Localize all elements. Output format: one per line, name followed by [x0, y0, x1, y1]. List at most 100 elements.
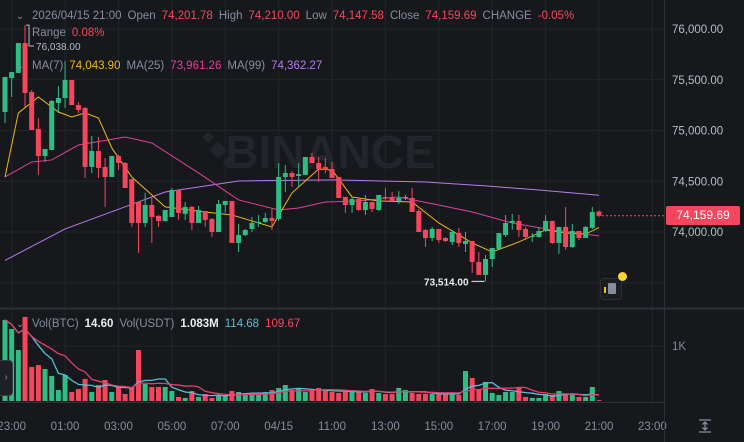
candle-up — [15, 43, 21, 73]
price-tick-label: 76,000.00 — [672, 24, 723, 36]
candle-down — [69, 80, 75, 106]
candle-up — [503, 222, 509, 236]
candle-down — [389, 196, 395, 201]
chevron-down-icon[interactable]: ⌄ — [15, 60, 25, 72]
candle-down — [476, 261, 482, 275]
candle-down — [95, 151, 101, 168]
candle-up — [362, 201, 368, 210]
candle-down — [322, 166, 328, 170]
volume-bar — [389, 394, 395, 401]
volume-bar — [476, 389, 482, 401]
volume-bar — [176, 396, 182, 401]
time-tick-label: 07:00 — [211, 421, 240, 433]
volume-bar — [282, 384, 288, 401]
ma7-value: 74,043.90 — [69, 60, 121, 72]
candle-down — [122, 162, 128, 188]
candle-down — [202, 210, 208, 220]
volume-bar — [436, 394, 442, 401]
candle-down — [289, 173, 295, 177]
volume-bar — [442, 392, 448, 401]
volume-bar — [162, 386, 168, 401]
chevron-down-icon[interactable]: ⌄ — [15, 318, 25, 330]
ma-legend: ⌄ MA(7) 74,043.90 MA(25) 73,961.26 MA(99) 7… — [14, 60, 322, 72]
volume-bar — [529, 397, 535, 401]
time-tick-label: 19:00 — [531, 421, 560, 433]
time-tick-label: 23:00 — [638, 421, 667, 433]
candle-down — [149, 205, 155, 217]
volume-bar — [416, 394, 422, 401]
volume-bar — [22, 316, 28, 401]
candle-down — [442, 237, 448, 242]
candle-down — [469, 241, 475, 262]
volume-bar — [329, 391, 335, 401]
candle-up — [396, 197, 402, 201]
candle-up — [89, 151, 95, 167]
volume-bar — [95, 384, 101, 401]
open-label: Open — [127, 10, 156, 22]
candle-up — [62, 80, 68, 99]
change-label: CHANGE — [482, 10, 532, 22]
candle-up — [282, 173, 288, 177]
high-marker-line — [26, 24, 35, 47]
vol-btc-label: Vol(BTC) — [32, 318, 79, 330]
collapse-arrow-icon[interactable]: › — [0, 360, 13, 396]
close-label: Close — [389, 10, 420, 22]
volume-bar — [402, 390, 408, 401]
volume-bar — [516, 386, 522, 401]
volume-bar — [55, 390, 61, 401]
volume-bar — [202, 394, 208, 401]
candle-down — [422, 229, 428, 238]
candle-up — [216, 203, 222, 232]
volume-bar — [456, 395, 462, 401]
volume-bar — [122, 394, 128, 401]
ma25-line — [4, 136, 600, 237]
range-value: 0.08% — [71, 27, 105, 39]
volume-bar — [496, 395, 502, 401]
candle-down — [576, 230, 582, 238]
candle-up — [256, 221, 262, 223]
candle-down — [209, 219, 215, 232]
time-tick-label: 04/15 — [264, 421, 293, 433]
candle-down — [356, 199, 362, 210]
candle-up — [142, 205, 148, 223]
volume-bar — [449, 394, 455, 401]
notes-icon[interactable] — [600, 278, 622, 300]
volume-bar — [316, 387, 322, 401]
current-price-label: 74,159.69 — [666, 206, 740, 225]
volume-bar — [149, 386, 155, 401]
candle-up — [169, 189, 175, 217]
vol-ma1-value: 114.68 — [224, 318, 260, 330]
chevron-down-icon[interactable]: ⌄ — [15, 10, 25, 22]
price-tick-label: 75,000.00 — [672, 126, 723, 138]
candle-down — [382, 196, 388, 198]
auto-fit-icon[interactable] — [697, 418, 713, 434]
volume-bar — [302, 391, 308, 401]
volume-bar — [236, 391, 242, 401]
candle-up — [483, 258, 489, 275]
volume-bar — [356, 391, 362, 401]
candle-down — [316, 162, 322, 170]
candle-down — [563, 226, 569, 248]
volume-bar — [256, 394, 262, 401]
candle-down — [309, 156, 315, 163]
ma25-label: MA(25) — [126, 60, 165, 72]
candle-down — [549, 220, 555, 243]
candle-down — [523, 228, 529, 237]
candle-up — [2, 77, 8, 113]
candle-up — [276, 176, 282, 220]
volume-bar — [15, 349, 21, 401]
candle-down — [336, 176, 342, 198]
volume-bar — [583, 396, 589, 401]
volume-bar — [382, 394, 388, 401]
candle-up — [55, 98, 61, 103]
candle-down — [409, 197, 415, 213]
volume-bar — [169, 390, 175, 401]
time-tick-label: 11:00 — [318, 421, 346, 433]
volume-bar — [115, 386, 121, 401]
candle-down — [329, 168, 335, 179]
legend-datetime: 2026/04/15 21:00 — [32, 10, 122, 22]
time-tick-label: 03:00 — [104, 421, 133, 433]
candle-up — [583, 226, 589, 238]
volume-ma2-line — [4, 319, 600, 397]
